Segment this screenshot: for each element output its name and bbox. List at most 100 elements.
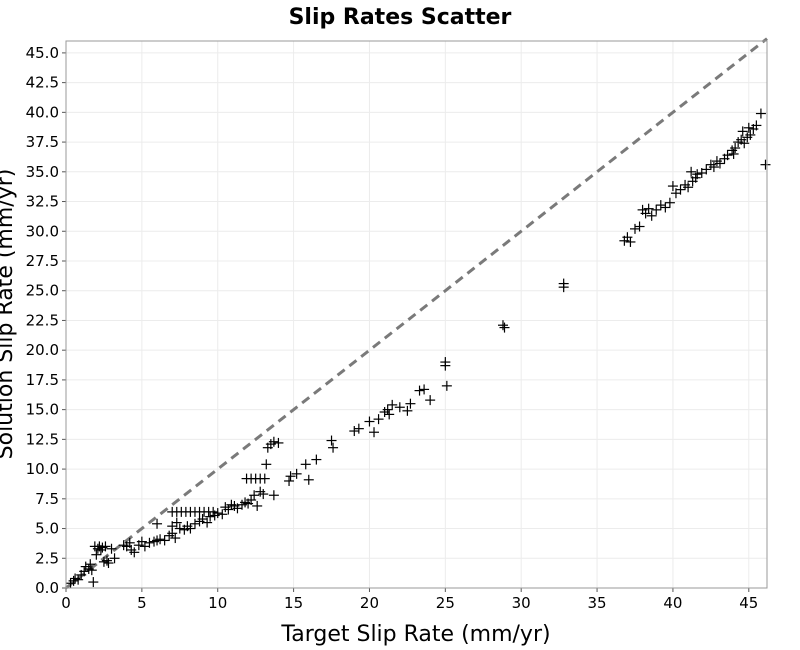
data-point xyxy=(739,138,750,149)
data-point xyxy=(629,223,640,234)
data-point xyxy=(646,210,657,221)
y-tick-label: 32.5 xyxy=(26,193,59,211)
data-point xyxy=(364,416,375,427)
data-point xyxy=(100,541,111,552)
data-point xyxy=(285,471,296,482)
y-tick-label: 30.0 xyxy=(26,222,59,240)
y-tick-label: 5.0 xyxy=(35,520,59,538)
data-point xyxy=(643,203,654,214)
y-tick-label: 20.0 xyxy=(26,341,59,359)
data-point xyxy=(755,108,766,119)
data-point xyxy=(751,120,762,131)
data-point xyxy=(558,282,569,293)
data-point xyxy=(425,395,436,406)
data-point xyxy=(311,454,322,465)
y-tick-label: 17.5 xyxy=(26,371,59,389)
data-point xyxy=(737,126,748,137)
data-point xyxy=(159,535,170,546)
data-point xyxy=(353,423,364,434)
data-point xyxy=(667,181,678,192)
data-point xyxy=(273,437,284,448)
y-tick-label: 35.0 xyxy=(26,163,59,181)
plot-area xyxy=(65,40,768,589)
data-point xyxy=(101,555,112,566)
data-point xyxy=(384,409,395,420)
grid-layer xyxy=(65,41,767,589)
y-tick-label: 45.0 xyxy=(26,44,59,62)
data-point xyxy=(414,385,425,396)
data-point xyxy=(760,159,771,170)
y-axis-label: Solution Slip Rate (mm/yr) xyxy=(0,169,18,460)
data-point xyxy=(68,575,79,586)
y-tick-label: 7.5 xyxy=(35,490,59,508)
x-axis-label: Target Slip Rate (mm/yr) xyxy=(280,622,550,647)
data-point xyxy=(129,547,140,558)
data-point xyxy=(714,158,725,169)
data-point xyxy=(144,537,155,548)
data-point xyxy=(170,533,181,544)
data-point xyxy=(745,129,756,140)
x-tick-label: 15 xyxy=(284,594,303,612)
data-point xyxy=(259,473,270,484)
data-point xyxy=(202,517,213,528)
data-point xyxy=(86,565,97,576)
data-point xyxy=(174,523,185,534)
chart-title: Slip Rates Scatter xyxy=(289,5,512,30)
data-point xyxy=(402,405,413,416)
data-point xyxy=(109,553,120,564)
data-point xyxy=(373,414,384,425)
data-point xyxy=(405,398,416,409)
data-point xyxy=(499,322,510,333)
data-point xyxy=(369,427,380,438)
data-point xyxy=(258,489,269,500)
data-point xyxy=(708,162,719,173)
x-tick-label: 20 xyxy=(360,594,379,612)
data-point xyxy=(268,490,279,501)
data-point xyxy=(261,459,272,470)
data-point xyxy=(660,202,671,213)
data-point xyxy=(217,509,228,520)
y-tick-label: 22.5 xyxy=(26,311,59,329)
x-tick-label: 45 xyxy=(739,594,758,612)
data-point xyxy=(171,517,182,528)
x-tick-label: 25 xyxy=(436,594,455,612)
data-point xyxy=(212,508,223,519)
data-point xyxy=(155,534,166,545)
data-point xyxy=(743,122,754,133)
data-point xyxy=(152,518,163,529)
data-point xyxy=(387,399,398,410)
data-point xyxy=(326,435,337,446)
data-point xyxy=(124,537,135,548)
data-point xyxy=(651,204,662,215)
data-point xyxy=(419,384,430,395)
data-point xyxy=(728,148,739,159)
data-point xyxy=(103,558,114,569)
y-tick-label: 15.0 xyxy=(26,401,59,419)
data-point xyxy=(208,506,219,517)
data-point xyxy=(284,475,295,486)
x-tick-label: 0 xyxy=(61,594,71,612)
y-tick-label: 12.5 xyxy=(26,430,59,448)
y-tick-label: 40.0 xyxy=(26,103,59,121)
data-point xyxy=(664,197,675,208)
data-point xyxy=(730,143,741,154)
data-point xyxy=(91,549,102,560)
x-tick-label: 40 xyxy=(663,594,682,612)
data-point xyxy=(634,221,645,232)
data-point xyxy=(268,436,279,447)
y-tick-label: 10.0 xyxy=(26,460,59,478)
data-point xyxy=(300,459,311,470)
data-point xyxy=(303,474,314,485)
data-point xyxy=(291,468,302,479)
data-point xyxy=(441,380,452,391)
x-tick-label: 35 xyxy=(588,594,607,612)
data-point xyxy=(683,182,694,193)
data-point xyxy=(349,426,360,437)
x-tick-label: 30 xyxy=(512,594,531,612)
y-tick-label: 0.0 xyxy=(35,579,59,597)
data-point xyxy=(686,166,697,177)
data-point xyxy=(625,236,636,247)
data-point xyxy=(675,184,686,195)
data-point xyxy=(394,402,405,413)
